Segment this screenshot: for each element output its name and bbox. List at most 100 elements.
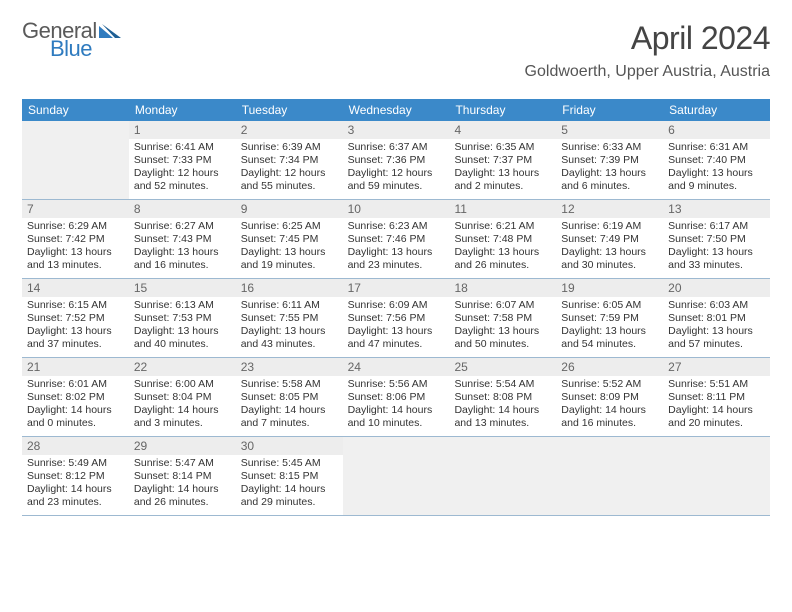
info-line: Daylight: 13 hours: [561, 167, 658, 180]
info-line: and 13 minutes.: [454, 417, 551, 430]
location: Goldwoerth, Upper Austria, Austria: [525, 63, 770, 81]
info-line: Daylight: 13 hours: [134, 246, 231, 259]
week-row: 21Sunrise: 6:01 AMSunset: 8:02 PMDayligh…: [22, 358, 770, 437]
info-line: Daylight: 13 hours: [561, 246, 658, 259]
info-line: Sunrise: 5:54 AM: [454, 378, 551, 391]
day-number: 19: [556, 279, 663, 297]
info-line: Sunrise: 6:27 AM: [134, 220, 231, 233]
day-info: Sunrise: 5:52 AMSunset: 8:09 PMDaylight:…: [561, 378, 658, 431]
week-row: 14Sunrise: 6:15 AMSunset: 7:52 PMDayligh…: [22, 279, 770, 358]
day-info: Sunrise: 6:29 AMSunset: 7:42 PMDaylight:…: [27, 220, 124, 273]
info-line: Sunrise: 6:19 AM: [561, 220, 658, 233]
info-line: Daylight: 14 hours: [134, 483, 231, 496]
day-info: Sunrise: 6:41 AMSunset: 7:33 PMDaylight:…: [134, 141, 231, 194]
info-line: Sunrise: 6:01 AM: [27, 378, 124, 391]
info-line: Daylight: 14 hours: [134, 404, 231, 417]
info-line: and 55 minutes.: [241, 180, 338, 193]
info-line: Sunrise: 6:31 AM: [668, 141, 765, 154]
info-line: Sunrise: 6:07 AM: [454, 299, 551, 312]
day-info: Sunrise: 5:58 AMSunset: 8:05 PMDaylight:…: [241, 378, 338, 431]
info-line: Sunset: 8:02 PM: [27, 391, 124, 404]
day-cell: 25 Sunrise: 5:54 AMSunset: 8:08 PMDayligh…: [449, 358, 556, 436]
logo: General Blue: [22, 20, 121, 60]
info-line: Daylight: 12 hours: [348, 167, 445, 180]
day-cell: 26 Sunrise: 5:52 AMSunset: 8:09 PMDayligh…: [556, 358, 663, 436]
info-line: Daylight: 14 hours: [27, 404, 124, 417]
day-cell: 24Sunrise: 5:56 AMSunset: 8:06 PMDayligh…: [343, 358, 450, 436]
title-block: April 2024 Goldwoerth, Upper Austria, Au…: [525, 20, 770, 81]
info-line: Daylight: 14 hours: [454, 404, 551, 417]
info-line: Sunset: 7:34 PM: [241, 154, 338, 167]
info-line: and 26 minutes.: [454, 259, 551, 272]
info-line: Sunrise: 6:11 AM: [241, 299, 338, 312]
day-number: 26: [556, 358, 663, 376]
day-number: 29: [129, 437, 236, 455]
info-line: Sunset: 7:48 PM: [454, 233, 551, 246]
info-line: and 57 minutes.: [668, 338, 765, 351]
info-line: Sunset: 7:45 PM: [241, 233, 338, 246]
day-cell: 6Sunrise: 6:31 AMSunset: 7:40 PMDaylight…: [663, 121, 770, 199]
info-line: and 16 minutes.: [561, 417, 658, 430]
day-number: 24: [343, 358, 450, 376]
day-info: Sunrise: 6:11 AMSunset: 7:55 PMDaylight:…: [241, 299, 338, 352]
info-line: Daylight: 14 hours: [27, 483, 124, 496]
info-line: Sunrise: 5:47 AM: [134, 457, 231, 470]
info-line: Sunset: 8:05 PM: [241, 391, 338, 404]
day-cell: 10Sunrise: 6:23 AMSunset: 7:46 PMDayligh…: [343, 200, 450, 278]
info-line: Daylight: 13 hours: [454, 246, 551, 259]
day-cell: 14Sunrise: 6:15 AMSunset: 7:52 PMDayligh…: [22, 279, 129, 357]
info-line: and 23 minutes.: [27, 496, 124, 509]
day-info: Sunrise: 6:39 AMSunset: 7:34 PMDaylight:…: [241, 141, 338, 194]
info-line: and 52 minutes.: [134, 180, 231, 193]
info-line: Daylight: 14 hours: [348, 404, 445, 417]
day-cell: 28Sunrise: 5:49 AMSunset: 8:12 PMDayligh…: [22, 437, 129, 515]
day-info: Sunrise: 6:09 AMSunset: 7:56 PMDaylight:…: [348, 299, 445, 352]
info-line: Sunrise: 6:17 AM: [668, 220, 765, 233]
day-cell: 12Sunrise: 6:19 AMSunset: 7:49 PMDayligh…: [556, 200, 663, 278]
day-blank: [449, 437, 556, 515]
info-line: Sunrise: 6:23 AM: [348, 220, 445, 233]
info-line: Sunrise: 6:00 AM: [134, 378, 231, 391]
info-line: Sunset: 8:06 PM: [348, 391, 445, 404]
info-line: and 43 minutes.: [241, 338, 338, 351]
info-line: and 33 minutes.: [668, 259, 765, 272]
info-line: Sunset: 7:46 PM: [348, 233, 445, 246]
day-cell: 3Sunrise: 6:37 AMSunset: 7:36 PMDaylight…: [343, 121, 450, 199]
info-line: Sunset: 8:04 PM: [134, 391, 231, 404]
month-title: April 2024: [525, 20, 770, 57]
day-cell: 27Sunrise: 5:51 AMSunset: 8:11 PMDayligh…: [663, 358, 770, 436]
day-info: Sunrise: 6:33 AMSunset: 7:39 PMDaylight:…: [561, 141, 658, 194]
day-cell: 2Sunrise: 6:39 AMSunset: 7:34 PMDaylight…: [236, 121, 343, 199]
day-blank: [556, 437, 663, 515]
info-line: Sunset: 7:59 PM: [561, 312, 658, 325]
info-line: Sunset: 8:14 PM: [134, 470, 231, 483]
info-line: Sunset: 7:52 PM: [27, 312, 124, 325]
info-line: Sunrise: 6:13 AM: [134, 299, 231, 312]
info-line: and 26 minutes.: [134, 496, 231, 509]
info-line: Sunrise: 6:41 AM: [134, 141, 231, 154]
day-number: 6: [663, 121, 770, 139]
info-line: and 9 minutes.: [668, 180, 765, 193]
info-line: Sunset: 7:42 PM: [27, 233, 124, 246]
day-number: 12: [556, 200, 663, 218]
info-line: Sunset: 8:01 PM: [668, 312, 765, 325]
info-line: Sunset: 8:11 PM: [668, 391, 765, 404]
day-cell: 11Sunrise: 6:21 AMSunset: 7:48 PMDayligh…: [449, 200, 556, 278]
info-line: Sunset: 8:15 PM: [241, 470, 338, 483]
info-line: Daylight: 13 hours: [241, 325, 338, 338]
info-line: Sunset: 8:08 PM: [454, 391, 551, 404]
day-number: 30: [236, 437, 343, 455]
info-line: Daylight: 13 hours: [27, 246, 124, 259]
day-info: Sunrise: 6:15 AMSunset: 7:52 PMDaylight:…: [27, 299, 124, 352]
day-number: 3: [343, 121, 450, 139]
day-number: 25: [449, 358, 556, 376]
day-number: 16: [236, 279, 343, 297]
day-info: Sunrise: 6:23 AMSunset: 7:46 PMDaylight:…: [348, 220, 445, 273]
day-info: Sunrise: 6:13 AMSunset: 7:53 PMDaylight:…: [134, 299, 231, 352]
info-line: Sunrise: 6:25 AM: [241, 220, 338, 233]
info-line: Daylight: 14 hours: [241, 483, 338, 496]
day-cell: 19Sunrise: 6:05 AMSunset: 7:59 PMDayligh…: [556, 279, 663, 357]
info-line: Sunrise: 6:37 AM: [348, 141, 445, 154]
day-cell: 13Sunrise: 6:17 AMSunset: 7:50 PMDayligh…: [663, 200, 770, 278]
info-line: Daylight: 13 hours: [348, 325, 445, 338]
